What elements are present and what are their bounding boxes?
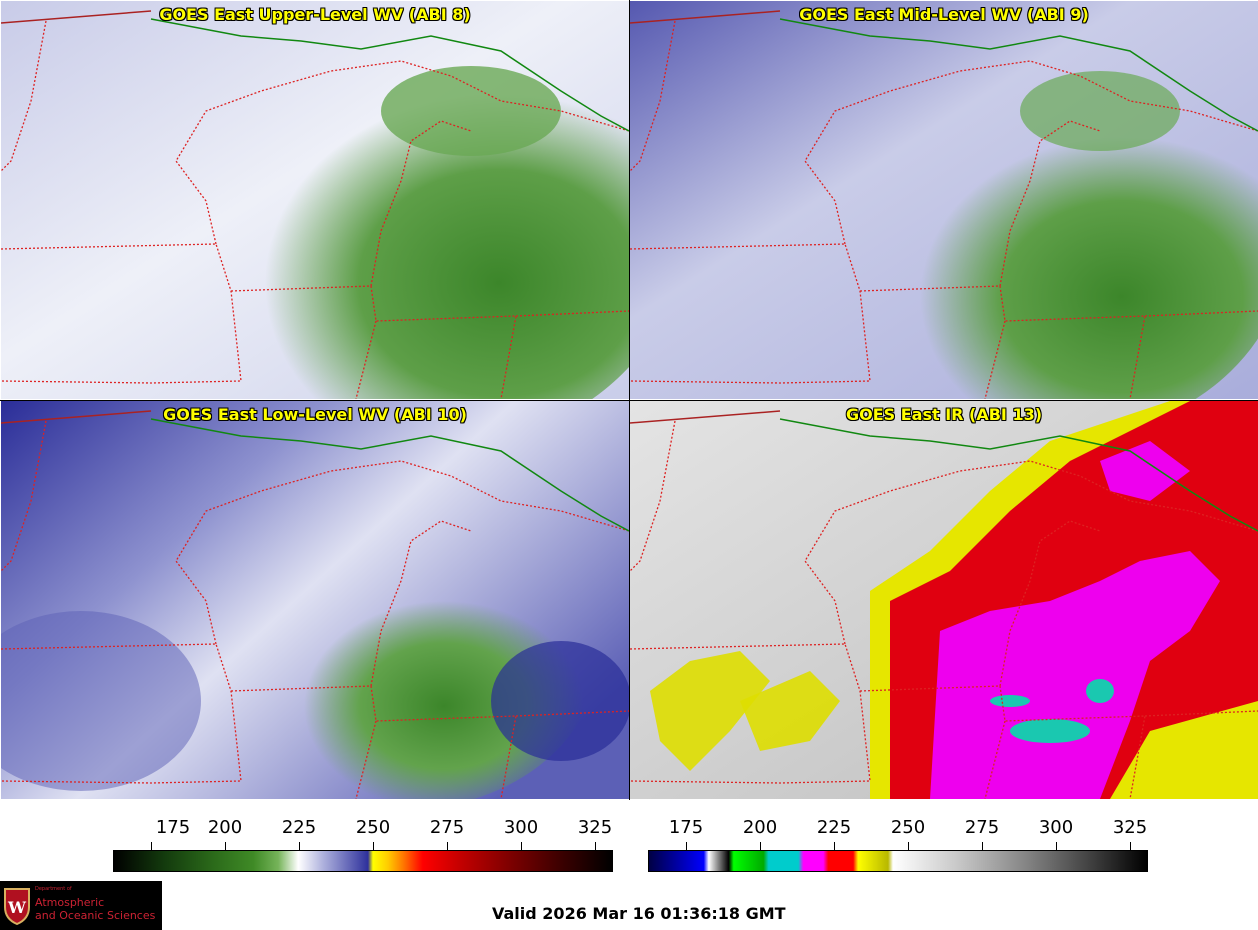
colorbar-tick-mark — [834, 842, 835, 850]
colorbar-gradient — [648, 850, 1148, 872]
logo-line-2: and Oceanic Sciences — [35, 909, 156, 922]
colorbar-tick-mark — [521, 842, 522, 850]
colorbar-ir: 175 200 225 250 275 300 325 — [648, 814, 1148, 874]
svg-text:W: W — [7, 898, 27, 917]
colorbar-tick: 300 — [1038, 817, 1074, 838]
colorbar-tick-mark — [908, 842, 909, 850]
colorbar-tick-mark — [686, 842, 687, 850]
panel-mid-level-wv: GOES East Mid-Level WV (ABI 9) — [630, 1, 1258, 399]
colorbar-gradient — [113, 850, 613, 872]
colorbar-tick: 225 — [281, 817, 317, 838]
satellite-image-low-wv — [1, 401, 629, 799]
panel-upper-level-wv: GOES East Upper-Level WV (ABI 8) — [1, 1, 629, 399]
colorbar-tick: 175 — [668, 817, 704, 838]
colorbar-tick-mark — [373, 842, 374, 850]
uw-crest-icon: W — [4, 888, 30, 925]
panel-title: GOES East IR (ABI 13) — [845, 405, 1043, 424]
colorbar-tick-mark — [982, 842, 983, 850]
satellite-image-mid-wv — [630, 1, 1258, 399]
colorbar-tick: 250 — [355, 817, 391, 838]
colorbar-tick-mark — [299, 842, 300, 850]
panel-title: GOES East Low-Level WV (ABI 10) — [163, 405, 467, 424]
colorbar-tick: 325 — [577, 817, 613, 838]
aos-logo: W Department of Atmospheric and Oceanic … — [0, 881, 162, 930]
panel-divider-horizontal — [0, 400, 1258, 401]
colorbar-tick: 200 — [742, 817, 778, 838]
colorbar-tick: 250 — [890, 817, 926, 838]
colorbar-tick: 175 — [155, 817, 191, 838]
colorbar-tick-mark — [1130, 842, 1131, 850]
colorbar-tick-mark — [760, 842, 761, 850]
colorbar-tick: 300 — [503, 817, 539, 838]
colorbar-tick-mark — [151, 842, 152, 850]
colorbar-tick: 275 — [964, 817, 1000, 838]
colorbar-wv: 175 200 225 250 275 300 325 — [113, 814, 613, 874]
panel-ir: GOES East IR (ABI 13) — [630, 401, 1258, 799]
colorbar-tick: 325 — [1112, 817, 1148, 838]
logo-line-1: Atmospheric — [35, 896, 105, 909]
colorbar-tick-mark — [225, 842, 226, 850]
logo-dept-text: Department of — [35, 886, 72, 892]
satellite-image-ir — [630, 401, 1258, 799]
panel-title: GOES East Mid-Level WV (ABI 9) — [799, 5, 1089, 24]
colorbar-tick-mark — [1056, 842, 1057, 850]
colorbar-tick: 200 — [207, 817, 243, 838]
valid-time: Valid 2026 Mar 16 01:36:18 GMT — [492, 904, 786, 923]
colorbar-tick-mark — [447, 842, 448, 850]
colorbar-tick-mark — [595, 842, 596, 850]
panel-low-level-wv: GOES East Low-Level WV (ABI 10) — [1, 401, 629, 799]
colorbar-tick: 275 — [429, 817, 465, 838]
colorbar-tick: 225 — [816, 817, 852, 838]
panel-title: GOES East Upper-Level WV (ABI 8) — [159, 5, 471, 24]
satellite-image-upper-wv — [1, 1, 629, 399]
